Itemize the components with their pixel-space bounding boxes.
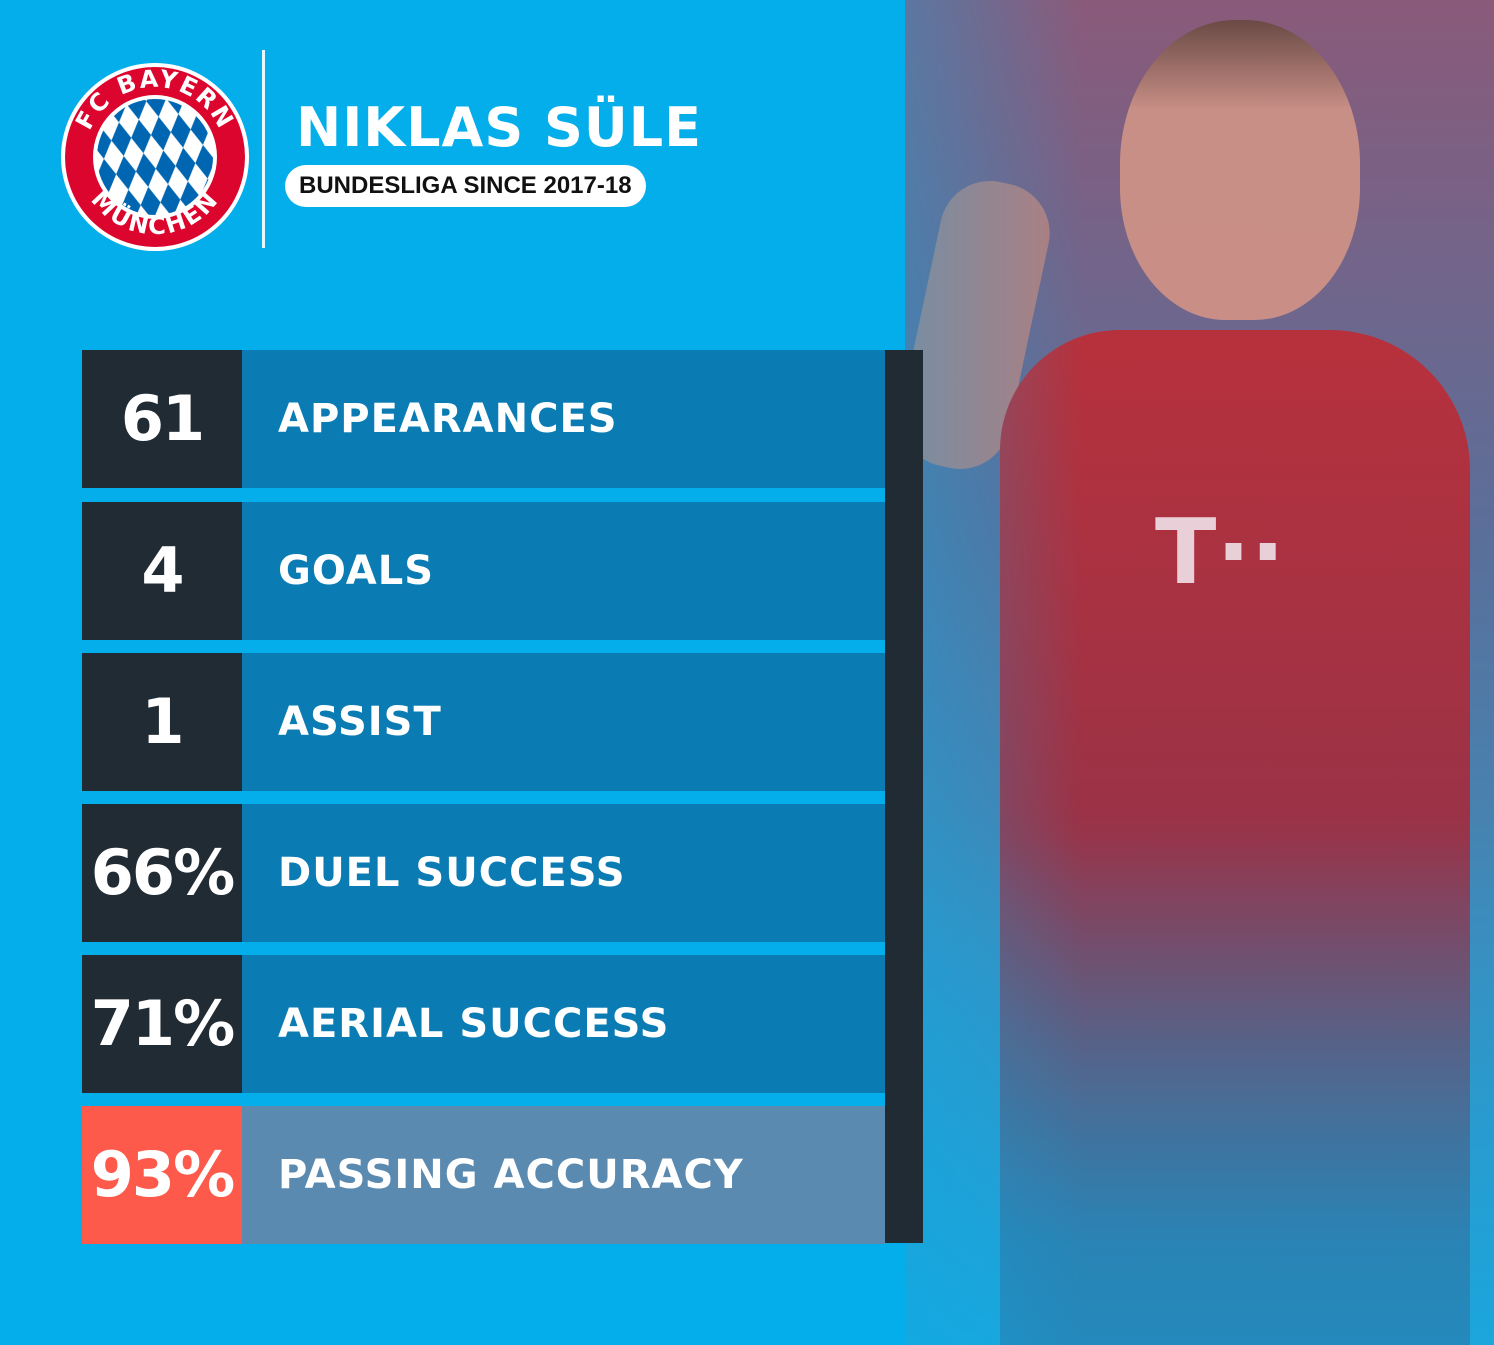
stat-label: PASSING ACCURACY (242, 1106, 885, 1244)
stat-value: 71% (82, 955, 242, 1093)
stat-label: AERIAL SUCCESS (242, 955, 885, 1093)
stat-row: 4 GOALS (82, 502, 885, 640)
stats-side-bar (885, 350, 923, 1243)
stat-label: ASSIST (242, 653, 885, 791)
stat-row: 66% DUEL SUCCESS (82, 804, 885, 942)
player-name: NIKLAS SÜLE (296, 96, 703, 159)
stat-value: 4 (82, 502, 242, 640)
stat-value: 61 (82, 350, 242, 488)
stat-label: APPEARANCES (242, 350, 885, 488)
stat-row: 61 APPEARANCES (82, 350, 885, 488)
stat-label: GOALS (242, 502, 885, 640)
stat-value: 1 (82, 653, 242, 791)
stat-row: 1 ASSIST (82, 653, 885, 791)
club-logo: FC BAYERN MÜNCHEN (61, 63, 249, 251)
sponsor-logo-graphic: T·· (1155, 500, 1285, 605)
stat-row: 71% AERIAL SUCCESS (82, 955, 885, 1093)
player-jersey (1000, 330, 1470, 1345)
player-photo: T·· (905, 0, 1494, 1345)
subtitle-badge: BUNDESLIGA SINCE 2017-18 (285, 165, 646, 207)
header-divider (262, 50, 265, 248)
stat-row: 93% PASSING ACCURACY (82, 1106, 885, 1244)
stat-value: 66% (82, 804, 242, 942)
stat-value: 93% (82, 1106, 242, 1244)
player-head (1120, 20, 1360, 320)
stat-label: DUEL SUCCESS (242, 804, 885, 942)
